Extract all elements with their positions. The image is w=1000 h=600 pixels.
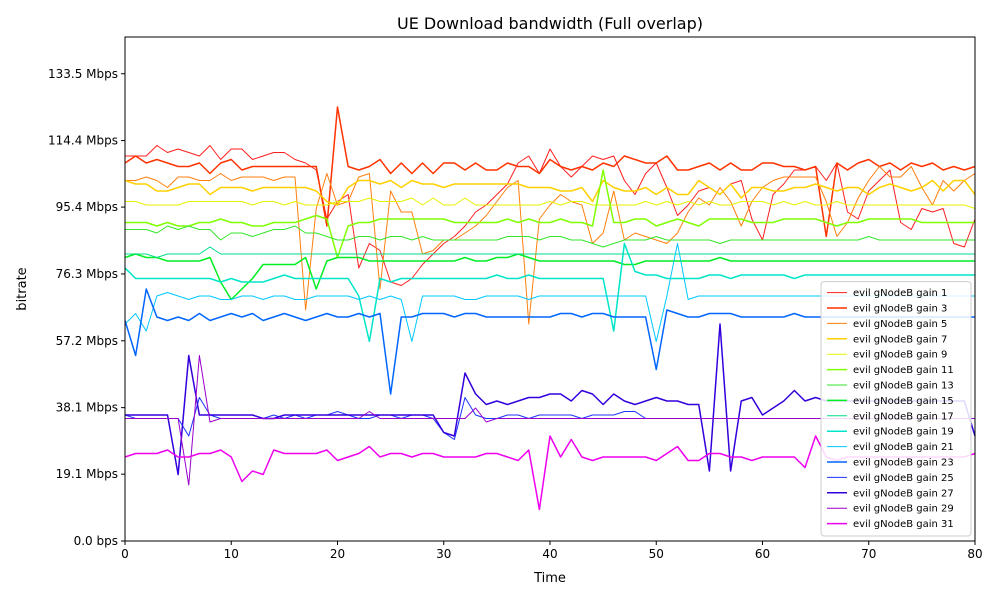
series-line-gain-11 bbox=[125, 169, 975, 259]
legend-label: evil gNodeB gain 7 bbox=[853, 334, 947, 345]
legend-label: evil gNodeB gain 15 bbox=[853, 396, 954, 407]
legend-label: evil gNodeB gain 27 bbox=[853, 488, 954, 499]
series-line-gain-9 bbox=[125, 197, 976, 209]
y-tick-label: 38.1 Mbps bbox=[56, 401, 118, 415]
legend-label: evil gNodeB gain 1 bbox=[853, 288, 947, 299]
series-line-gain-13 bbox=[125, 225, 975, 248]
series-line-gain-3 bbox=[124, 106, 976, 238]
y-tick-label: 95.4 Mbps bbox=[56, 200, 118, 214]
legend-label: evil gNodeB gain 25 bbox=[853, 473, 954, 484]
series-line-gain-1 bbox=[125, 145, 976, 286]
x-axis-label: Time bbox=[533, 571, 566, 586]
legend-label: evil gNodeB gain 11 bbox=[853, 365, 954, 376]
legend: evil gNodeB gain 1 evil gNodeB gain 3 evil… bbox=[820, 281, 972, 537]
x-tick-label: 10 bbox=[224, 547, 239, 561]
legend-label: evil gNodeB gain 9 bbox=[853, 350, 947, 361]
x-tick-label: 80 bbox=[967, 547, 982, 561]
series-line-gain-7 bbox=[124, 179, 976, 206]
x-axis: 0 10 20 30 40 50 60 70 80 bbox=[121, 541, 983, 561]
y-tick-label: 133.5 Mbps bbox=[48, 67, 118, 81]
y-tick-label: 57.2 Mbps bbox=[56, 334, 118, 348]
series-line-gain-15 bbox=[124, 253, 975, 301]
y-axis: 0.0 bps 19.1 Mbps 38.1 Mbps 57.2 Mbps 76.3 M… bbox=[48, 67, 125, 548]
chart-title: UE Download bandwidth (Full overlap) bbox=[397, 14, 703, 33]
legend-label: evil gNodeB gain 3 bbox=[853, 304, 947, 315]
legend-label: evil gNodeB gain 31 bbox=[853, 519, 954, 530]
y-tick-label: 76.3 Mbps bbox=[56, 267, 118, 281]
legend-label: evil gNodeB gain 13 bbox=[853, 381, 954, 392]
legend-label: evil gNodeB gain 29 bbox=[853, 504, 954, 515]
series-line-gain-17 bbox=[125, 246, 975, 258]
x-tick-label: 30 bbox=[436, 547, 451, 561]
x-tick-label: 70 bbox=[861, 547, 876, 561]
y-tick-label: 114.4 Mbps bbox=[48, 134, 118, 148]
y-tick-label: 0.0 bps bbox=[74, 534, 118, 548]
x-tick-label: 40 bbox=[542, 547, 557, 561]
y-axis-label: bitrate bbox=[15, 267, 30, 310]
y-tick-label: 19.1 Mbps bbox=[56, 467, 118, 481]
series-line-gain-19 bbox=[124, 242, 975, 343]
legend-label: evil gNodeB gain 19 bbox=[853, 427, 954, 438]
x-tick-label: 60 bbox=[755, 547, 770, 561]
legend-label: evil gNodeB gain 5 bbox=[853, 319, 947, 330]
legend-label: evil gNodeB gain 17 bbox=[853, 411, 954, 422]
x-tick-label: 20 bbox=[330, 547, 345, 561]
legend-label: evil gNodeB gain 21 bbox=[853, 442, 954, 453]
legend-box bbox=[820, 281, 972, 537]
legend-label: evil gNodeB gain 23 bbox=[853, 458, 954, 469]
x-tick-label: 0 bbox=[121, 547, 129, 561]
x-tick-label: 50 bbox=[649, 547, 664, 561]
